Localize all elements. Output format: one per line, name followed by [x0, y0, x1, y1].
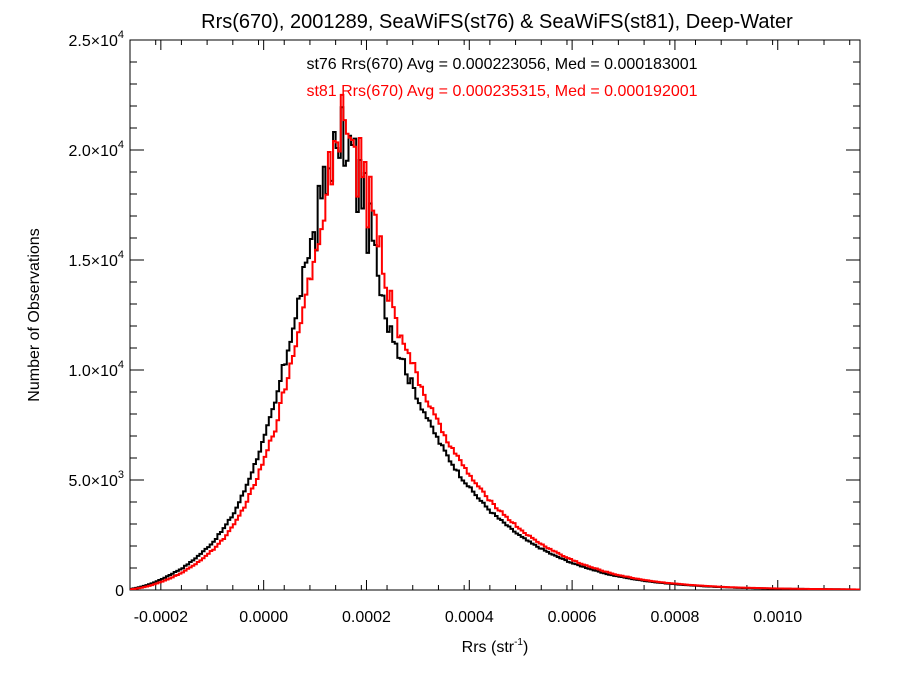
- x-tick-label: 0.0004: [445, 609, 494, 626]
- y-tick-mantissa: 0: [115, 583, 124, 600]
- y-tick-mantissa: 1.0×10: [68, 363, 117, 380]
- y-tick-exponent: 4: [118, 29, 124, 41]
- x-tick-label: 0.0002: [342, 609, 391, 626]
- x-tick-label: 0.0010: [753, 609, 802, 626]
- y-tick-label: 1.5×104: [68, 249, 124, 270]
- y-tick-mantissa: 2.0×10: [68, 143, 117, 160]
- y-tick-label: 5.0×103: [68, 469, 124, 490]
- x-axis-title-main: Rrs (str: [462, 639, 515, 656]
- y-axis-title: Number of Observations: [26, 228, 43, 401]
- plot-border: [129, 39, 861, 591]
- x-axis: -0.0002 0.0000 0.0002 0.0004 0.0006 0.0008 0.0…: [129, 40, 851, 626]
- stats-label-st81: st81 Rrs(670) Avg = 0.000235315, Med = 0…: [306, 83, 697, 100]
- x-tick-label: 0.0008: [650, 609, 699, 626]
- y-tick-mantissa: 2.5×10: [68, 33, 117, 50]
- stats-label-st76: st76 Rrs(670) Avg = 0.000223056, Med = 0…: [306, 56, 697, 73]
- plot-frame: [129, 39, 861, 591]
- y-tick-mantissa: 5.0×10: [68, 473, 117, 490]
- y-tick-label: 1.0×104: [68, 359, 124, 380]
- y-tick-exponent: 4: [118, 139, 124, 151]
- series-line-st81: [130, 93, 860, 590]
- y-tick-exponent: 4: [118, 359, 124, 371]
- series-layer: [130, 93, 860, 590]
- x-tick-label: -0.0002: [134, 609, 188, 626]
- x-axis-title: Rrs (str-1): [462, 637, 529, 656]
- y-tick-label: 2.5×104: [68, 29, 124, 50]
- x-axis-title-sup: -1: [514, 637, 523, 648]
- series-line-st76: [130, 106, 860, 590]
- y-tick-label: 2.0×104: [68, 139, 124, 160]
- y-tick-exponent: 4: [118, 249, 124, 261]
- x-tick-label: 0.0006: [548, 609, 597, 626]
- x-axis-title-end: ): [523, 639, 528, 656]
- y-tick-mantissa: 1.5×10: [68, 253, 117, 270]
- chart-title: Rrs(670), 2001289, SeaWiFS(st76) & SeaWi…: [201, 11, 793, 33]
- y-tick-label: 0: [115, 583, 124, 600]
- y-tick-exponent: 3: [118, 469, 124, 481]
- x-tick-label: 0.0000: [239, 609, 288, 626]
